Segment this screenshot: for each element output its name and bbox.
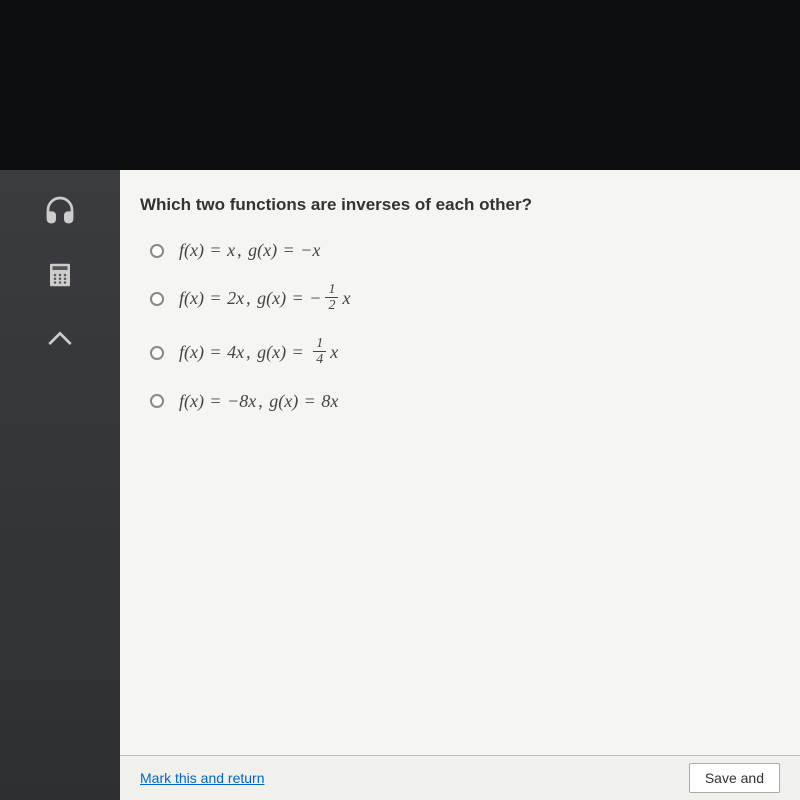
headphones-icon[interactable] (40, 190, 80, 230)
bottom-bar: Mark this and return Save and (120, 755, 800, 800)
save-button[interactable]: Save and (689, 763, 780, 793)
radio-button[interactable] (150, 394, 164, 408)
sidebar (0, 170, 120, 800)
options-list: f(x) = x, g(x) = −x f(x) = 2x, g(x) = − … (150, 240, 780, 412)
top-black-band (0, 0, 800, 170)
option-math: f(x) = −8x, g(x) = 8x (179, 391, 338, 412)
option-4[interactable]: f(x) = −8x, g(x) = 8x (150, 391, 780, 412)
question-text: Which two functions are inverses of each… (140, 195, 780, 215)
collapse-up-icon[interactable] (40, 320, 80, 360)
calculator-icon[interactable] (40, 255, 80, 295)
main-area: Which two functions are inverses of each… (0, 170, 800, 800)
content-area: Which two functions are inverses of each… (120, 170, 800, 800)
radio-button[interactable] (150, 346, 164, 360)
option-3[interactable]: f(x) = 4x, g(x) = 14 x (150, 337, 780, 369)
option-1[interactable]: f(x) = x, g(x) = −x (150, 240, 780, 261)
option-math: f(x) = 4x, g(x) = 14 x (179, 337, 338, 369)
mark-return-link[interactable]: Mark this and return (140, 770, 265, 786)
option-2[interactable]: f(x) = 2x, g(x) = − 12 x (150, 283, 780, 315)
radio-button[interactable] (150, 292, 164, 306)
option-math: f(x) = x, g(x) = −x (179, 240, 320, 261)
radio-button[interactable] (150, 244, 164, 258)
option-math: f(x) = 2x, g(x) = − 12 x (179, 283, 350, 315)
